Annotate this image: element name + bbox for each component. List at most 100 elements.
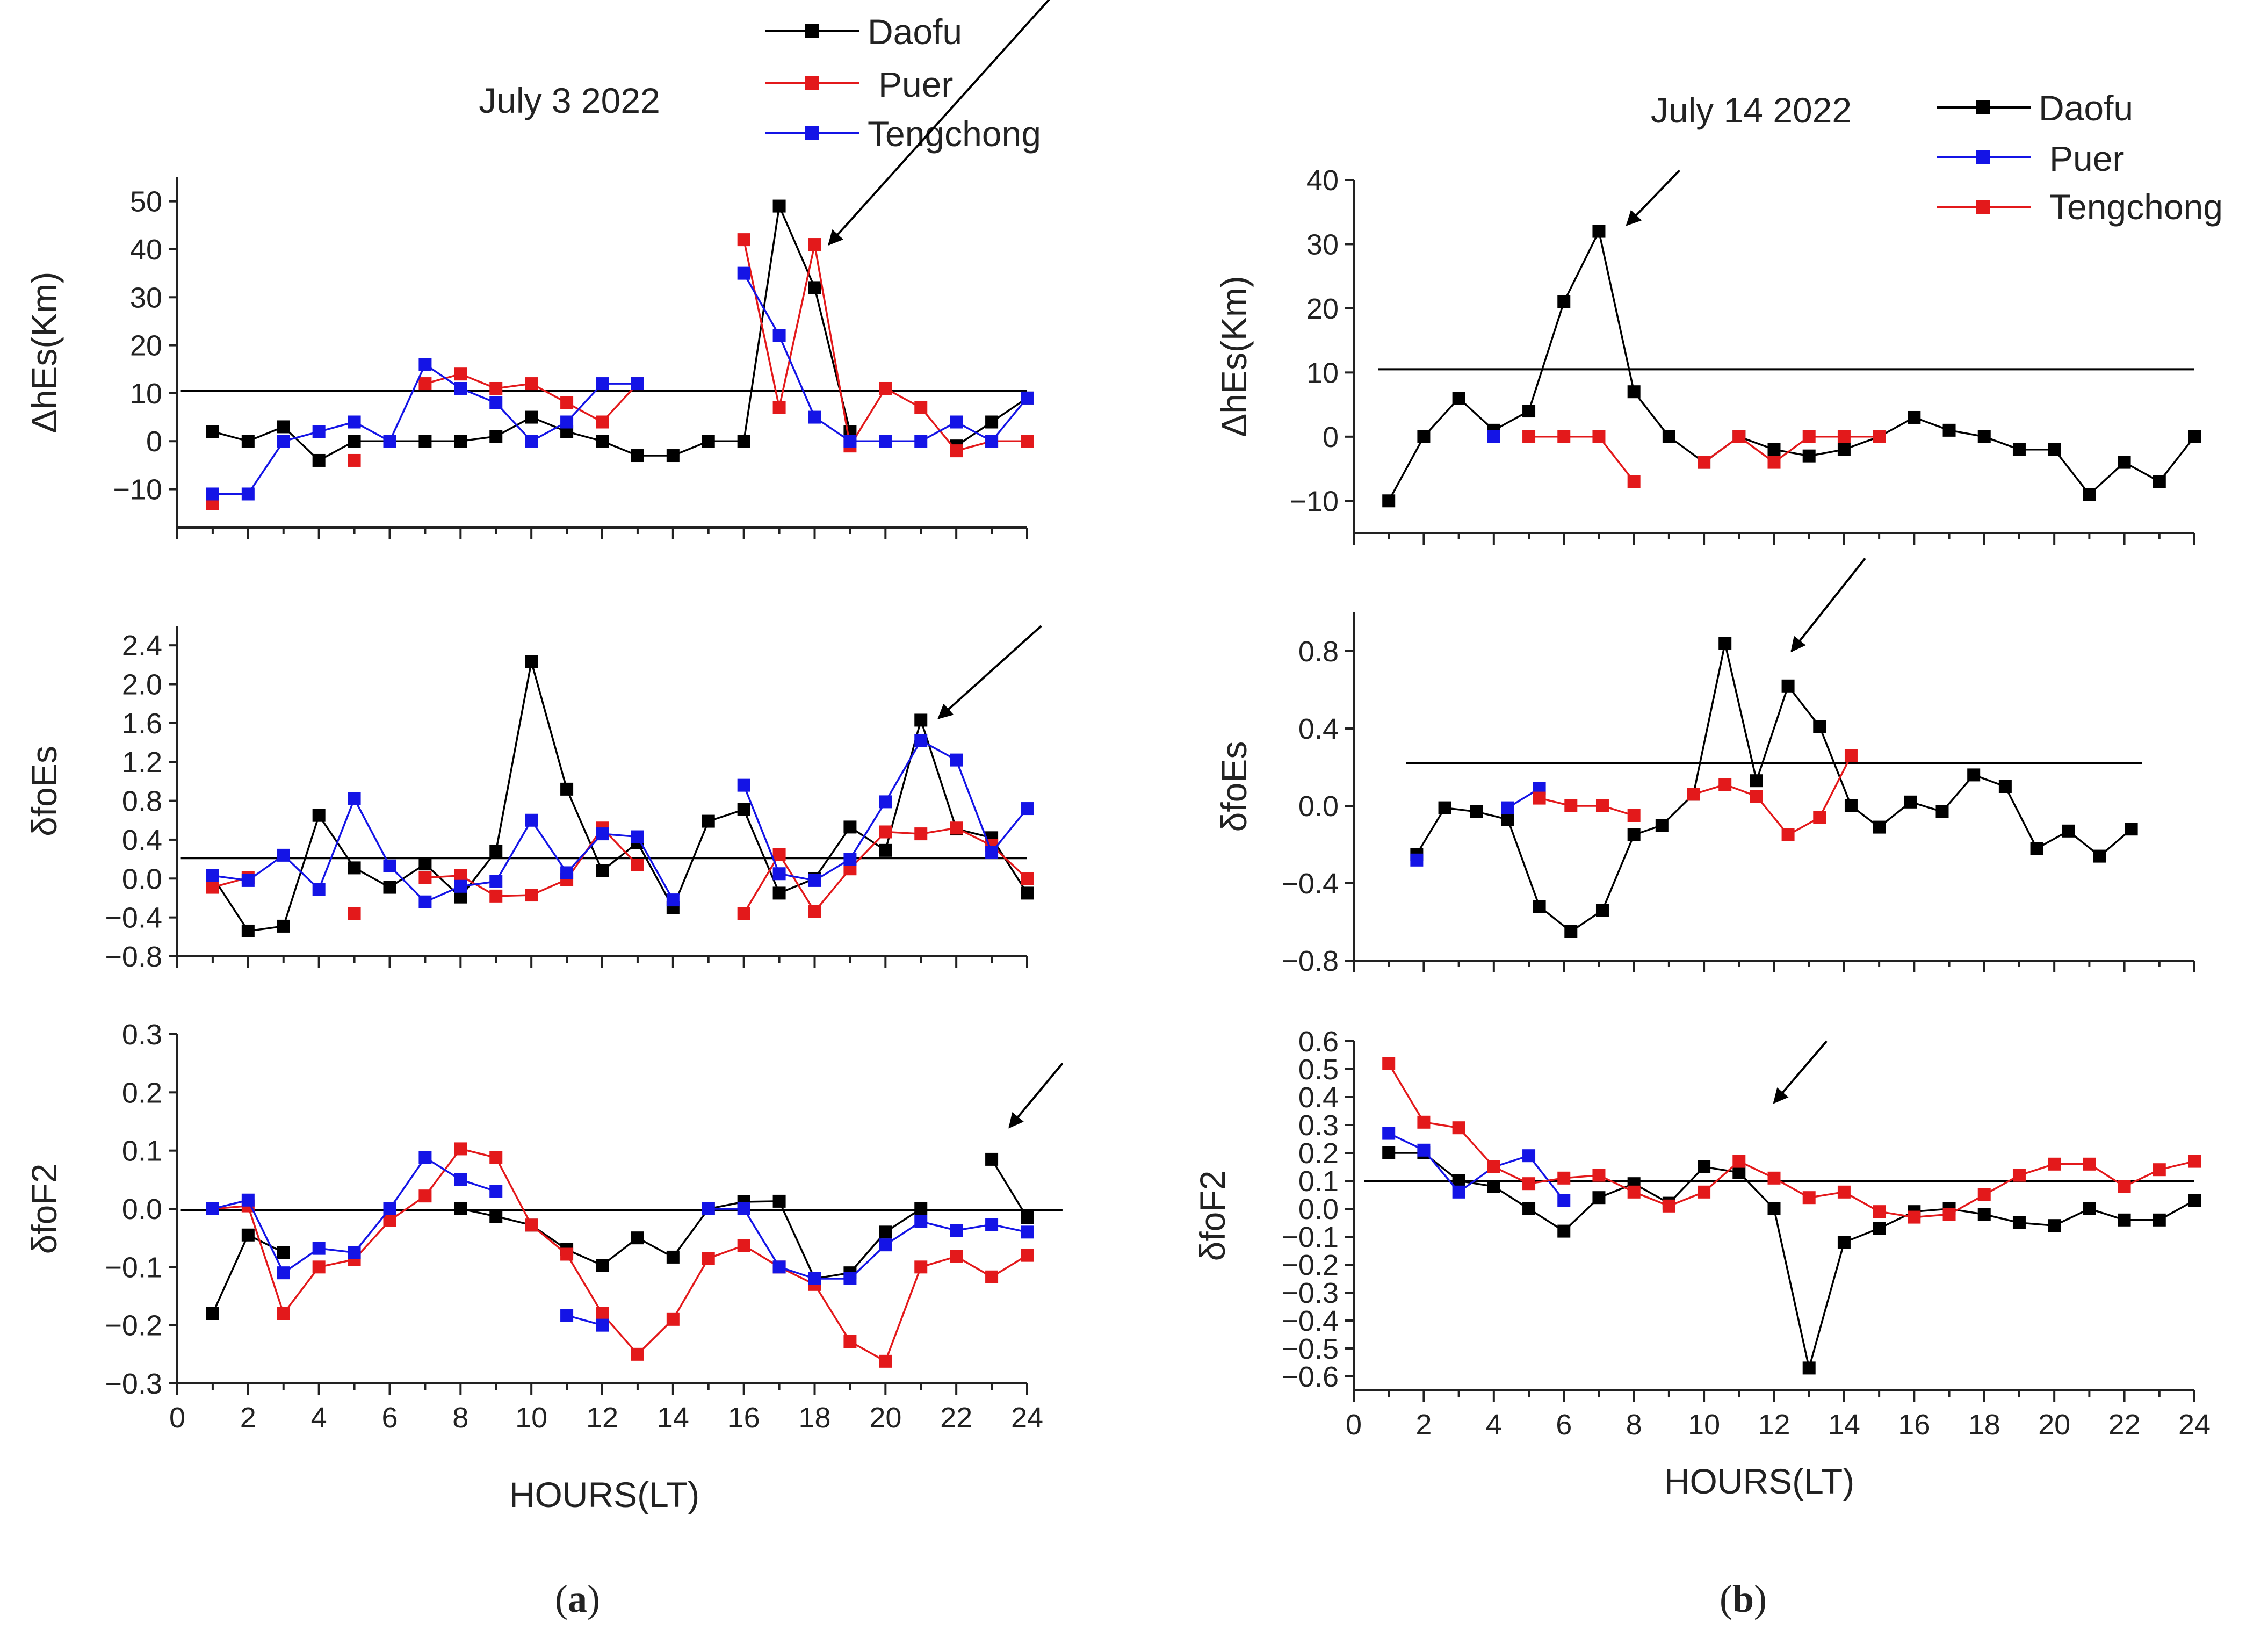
series-line-tengchong-b1 xyxy=(1529,436,1635,482)
data-point-daofu-a1 xyxy=(348,435,361,448)
caption-b-open: ( xyxy=(1720,1577,1732,1620)
data-point-puer-b2 xyxy=(1410,853,1424,867)
data-point-daofu-a2 xyxy=(914,713,928,727)
ytick-label-a3: 0.2 xyxy=(122,1077,162,1109)
xtick-label-b3: 22 xyxy=(2108,1409,2141,1441)
data-point-daofu-a2 xyxy=(525,655,538,668)
data-point-daofu-b1 xyxy=(1417,430,1431,443)
xtick-label-a3: 24 xyxy=(1011,1402,1043,1434)
data-point-tengchong-a1 xyxy=(560,415,574,429)
data-point-tengchong-a2 xyxy=(525,813,538,827)
ytick-label-b3: 0.2 xyxy=(1298,1137,1339,1170)
data-point-tengchong-a3 xyxy=(348,1246,361,1259)
data-point-tengchong-b1 xyxy=(1767,456,1781,469)
data-point-tengchong-a2 xyxy=(879,795,892,809)
data-point-puer-b3 xyxy=(1382,1127,1396,1140)
ytick-label-b3: 0.6 xyxy=(1298,1026,1339,1058)
data-point-tengchong-a3 xyxy=(702,1202,715,1215)
data-point-puer-b2 xyxy=(1501,801,1514,814)
data-point-daofu-b2 xyxy=(1655,819,1669,832)
ytick-label-b3: −0.3 xyxy=(1281,1277,1339,1309)
caption-a-letter: a xyxy=(568,1577,587,1620)
data-point-puer-a1 xyxy=(737,233,750,247)
data-point-puer-a3 xyxy=(985,1270,999,1283)
annotation-arrow-a2 xyxy=(937,625,1042,719)
data-point-daofu-b1 xyxy=(1592,225,1606,238)
data-point-tengchong-b3 xyxy=(1942,1208,1956,1221)
data-point-daofu-a2 xyxy=(879,843,892,857)
xtick-label-a3: 8 xyxy=(452,1402,468,1434)
ylabel-b2: δfoEs xyxy=(1214,741,1254,832)
data-point-tengchong-a2 xyxy=(914,734,928,747)
data-point-daofu-a1 xyxy=(985,415,999,429)
data-point-daofu-b1 xyxy=(2188,430,2201,443)
data-point-tengchong-a2 xyxy=(489,875,503,888)
data-point-daofu-b2 xyxy=(1470,805,1483,818)
ytick-label-a1: 0 xyxy=(146,425,162,458)
plot-a2: −0.8 −0.4 0.0 0.4 0.8 1.2 1.6 2.0 2.4 δfoEs xyxy=(24,625,1042,973)
data-point-tengchong-a1 xyxy=(596,377,609,391)
legend-a-daofu-label: Daofu xyxy=(868,12,962,52)
data-point-daofu-b1 xyxy=(1802,449,1816,463)
data-point-tengchong-a2 xyxy=(1021,802,1034,816)
xtick-label-b3: 2 xyxy=(1415,1409,1432,1441)
data-point-tengchong-a1 xyxy=(383,435,396,448)
data-point-puer-a2 xyxy=(525,889,538,902)
data-point-puer-a1 xyxy=(418,377,432,391)
data-point-daofu-a3 xyxy=(879,1225,892,1239)
data-point-daofu-a3 xyxy=(914,1202,928,1215)
data-point-puer-b3 xyxy=(1522,1149,1536,1163)
data-point-tengchong-b3 xyxy=(1382,1057,1396,1070)
data-point-daofu-b3 xyxy=(1522,1202,1536,1215)
data-point-puer-a3 xyxy=(631,1347,644,1361)
data-point-tengchong-b2 xyxy=(1687,788,1700,801)
data-point-tengchong-a1 xyxy=(808,410,821,424)
data-point-tengchong-a3 xyxy=(596,1318,609,1332)
data-point-tengchong-b3 xyxy=(2118,1180,2131,1193)
data-point-daofu-a1 xyxy=(702,435,715,448)
ytick-label-a2: 1.6 xyxy=(122,708,162,740)
data-point-daofu-a2 xyxy=(348,861,361,875)
ytick-label-a1: 10 xyxy=(130,378,162,410)
data-point-puer-a2 xyxy=(418,871,432,884)
xlabel-a: HOURS(LT) xyxy=(509,1475,699,1514)
data-point-tengchong-a3 xyxy=(985,1218,999,1231)
ytick-label-a2: −0.8 xyxy=(105,941,162,973)
data-point-tengchong-a1 xyxy=(206,487,219,501)
data-point-tengchong-a2 xyxy=(454,879,467,893)
data-point-tengchong-b2 xyxy=(1595,799,1609,812)
data-point-daofu-a3 xyxy=(772,1194,786,1208)
caption-b-close: ) xyxy=(1754,1577,1767,1620)
data-point-tengchong-a2 xyxy=(312,883,326,896)
data-point-daofu-b3 xyxy=(1802,1361,1816,1375)
data-point-puer-a1 xyxy=(525,377,538,391)
data-point-daofu-a1 xyxy=(489,430,503,443)
legend-a-daofu-marker xyxy=(805,24,819,38)
data-point-tengchong-a2 xyxy=(737,778,750,792)
data-point-daofu-a2 xyxy=(772,886,786,900)
data-point-puer-b3 xyxy=(1452,1185,1465,1199)
xtick-label-b3: 16 xyxy=(1898,1409,1930,1441)
plot-b2: −0.8 −0.4 0.0 0.4 0.8 δfoEs xyxy=(1214,557,2195,977)
data-point-daofu-b3 xyxy=(1592,1191,1606,1205)
ytick-label-b3: 0.0 xyxy=(1298,1193,1339,1225)
data-point-tengchong-b2 xyxy=(1813,811,1826,824)
ytick-label-b1: 40 xyxy=(1306,164,1339,197)
data-point-puer-a3 xyxy=(702,1252,715,1265)
data-point-tengchong-b3 xyxy=(1767,1171,1781,1185)
data-point-daofu-a1 xyxy=(312,453,326,467)
data-point-tengchong-b1 xyxy=(1732,430,1746,443)
xtick-label-b3: 6 xyxy=(1556,1409,1572,1441)
legend-b-tengchong: Tengchong xyxy=(1937,187,2223,227)
data-point-puer-a2 xyxy=(489,889,503,903)
data-point-puer-a3 xyxy=(277,1307,290,1320)
xtick-label-a3: 12 xyxy=(586,1402,618,1434)
ytick-label-b3: −0.5 xyxy=(1281,1333,1339,1365)
data-point-daofu-b3 xyxy=(1977,1208,1991,1221)
ytick-label-b3: 0.3 xyxy=(1298,1109,1339,1142)
data-point-puer-a3 xyxy=(454,1142,467,1156)
ytick-label-b2: −0.4 xyxy=(1281,868,1339,900)
data-point-tengchong-a3 xyxy=(206,1202,219,1215)
data-point-daofu-a3 xyxy=(631,1231,644,1245)
data-point-tengchong-a1 xyxy=(843,435,857,448)
